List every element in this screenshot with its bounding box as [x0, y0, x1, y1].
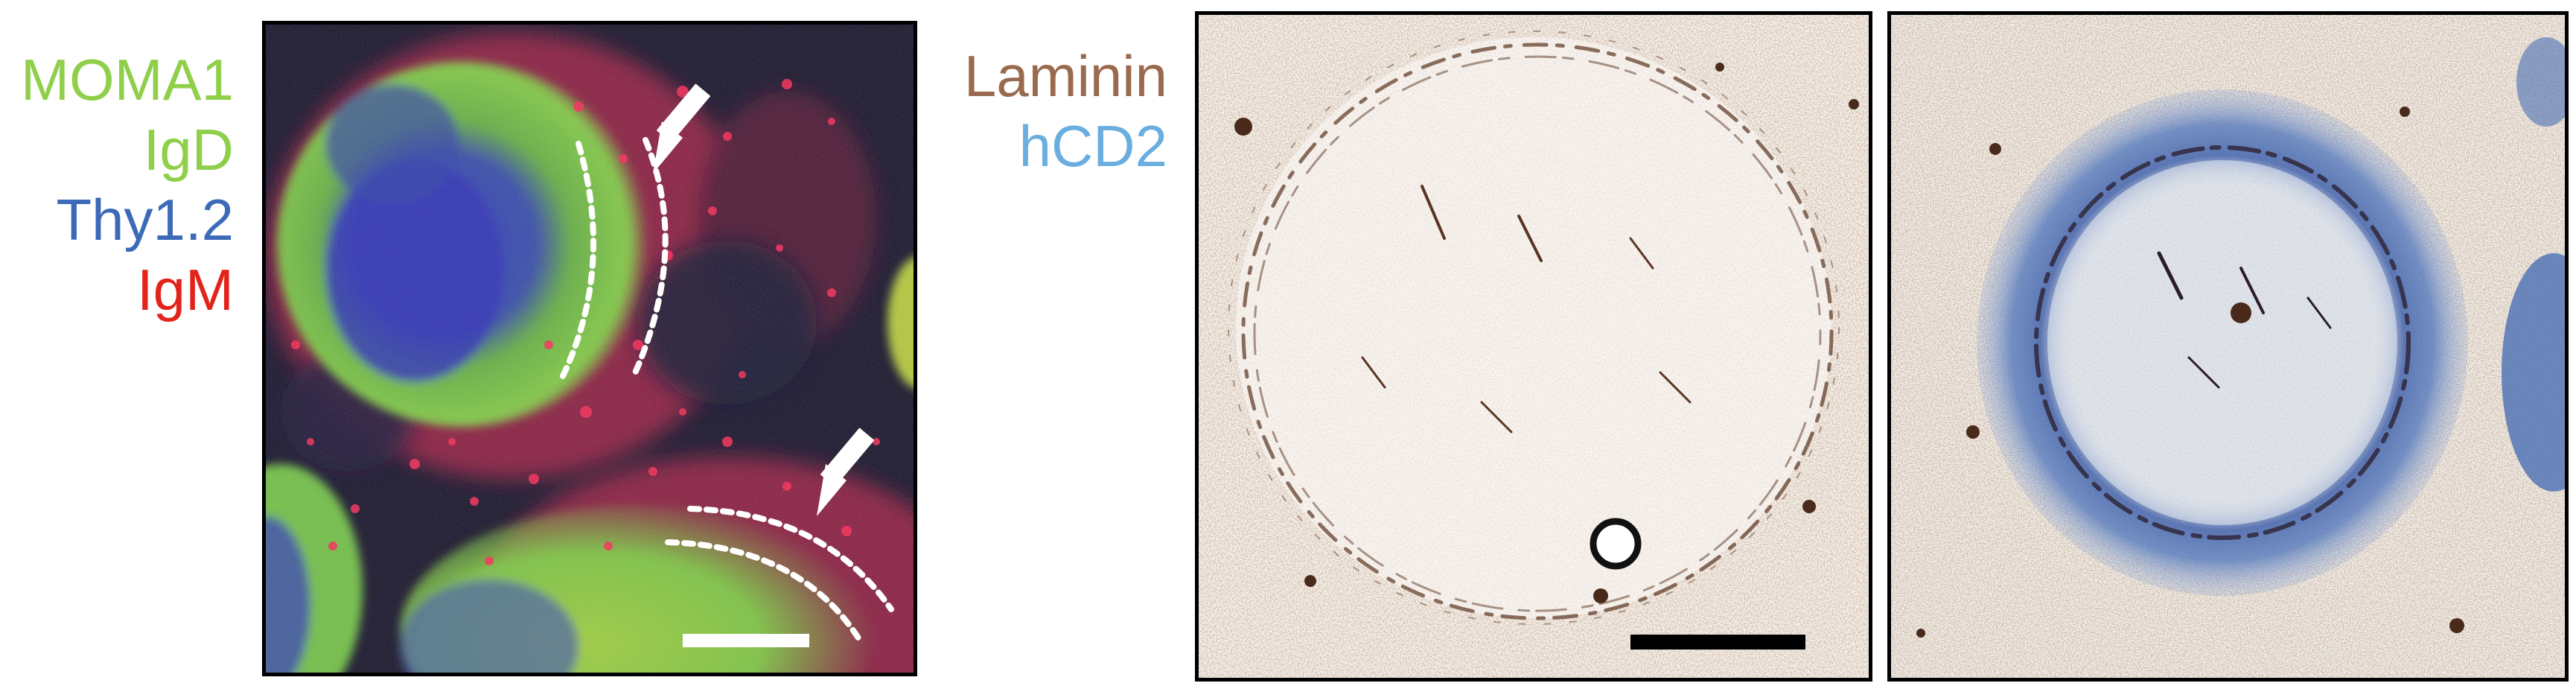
fluorescence-image [266, 25, 914, 673]
legend-label-moma1: MOMA1 [20, 47, 234, 112]
laminin-image [1199, 15, 1869, 678]
legend-label-hcd2: hCD2 [1018, 113, 1167, 179]
dotted-arc-upper [557, 141, 596, 385]
dotted-arc-lower-inner [665, 539, 864, 646]
legend-label-igm: IgM [136, 257, 234, 323]
stain-legend-left: MOMA1 IgD Thy1.2 IgM [21, 45, 234, 325]
stain-legend-right: Laminin hCD2 [964, 41, 1167, 181]
hcd2-micrograph-panel [1887, 11, 2569, 682]
legend-label-laminin: Laminin [963, 43, 1167, 109]
laminin-micrograph-panel [1195, 11, 1872, 682]
fluorescence-micrograph-panel [262, 21, 917, 676]
legend-label-igd: IgD [143, 117, 234, 182]
legend-label-thy12: Thy1.2 [56, 187, 234, 253]
hcd2-image [1891, 15, 2565, 678]
dotted-arc-lower [687, 506, 894, 612]
scale-bar [683, 634, 809, 647]
white-arrow-lower [817, 428, 875, 516]
white-arrow-upper [653, 83, 711, 174]
scale-bar [1630, 635, 1805, 650]
